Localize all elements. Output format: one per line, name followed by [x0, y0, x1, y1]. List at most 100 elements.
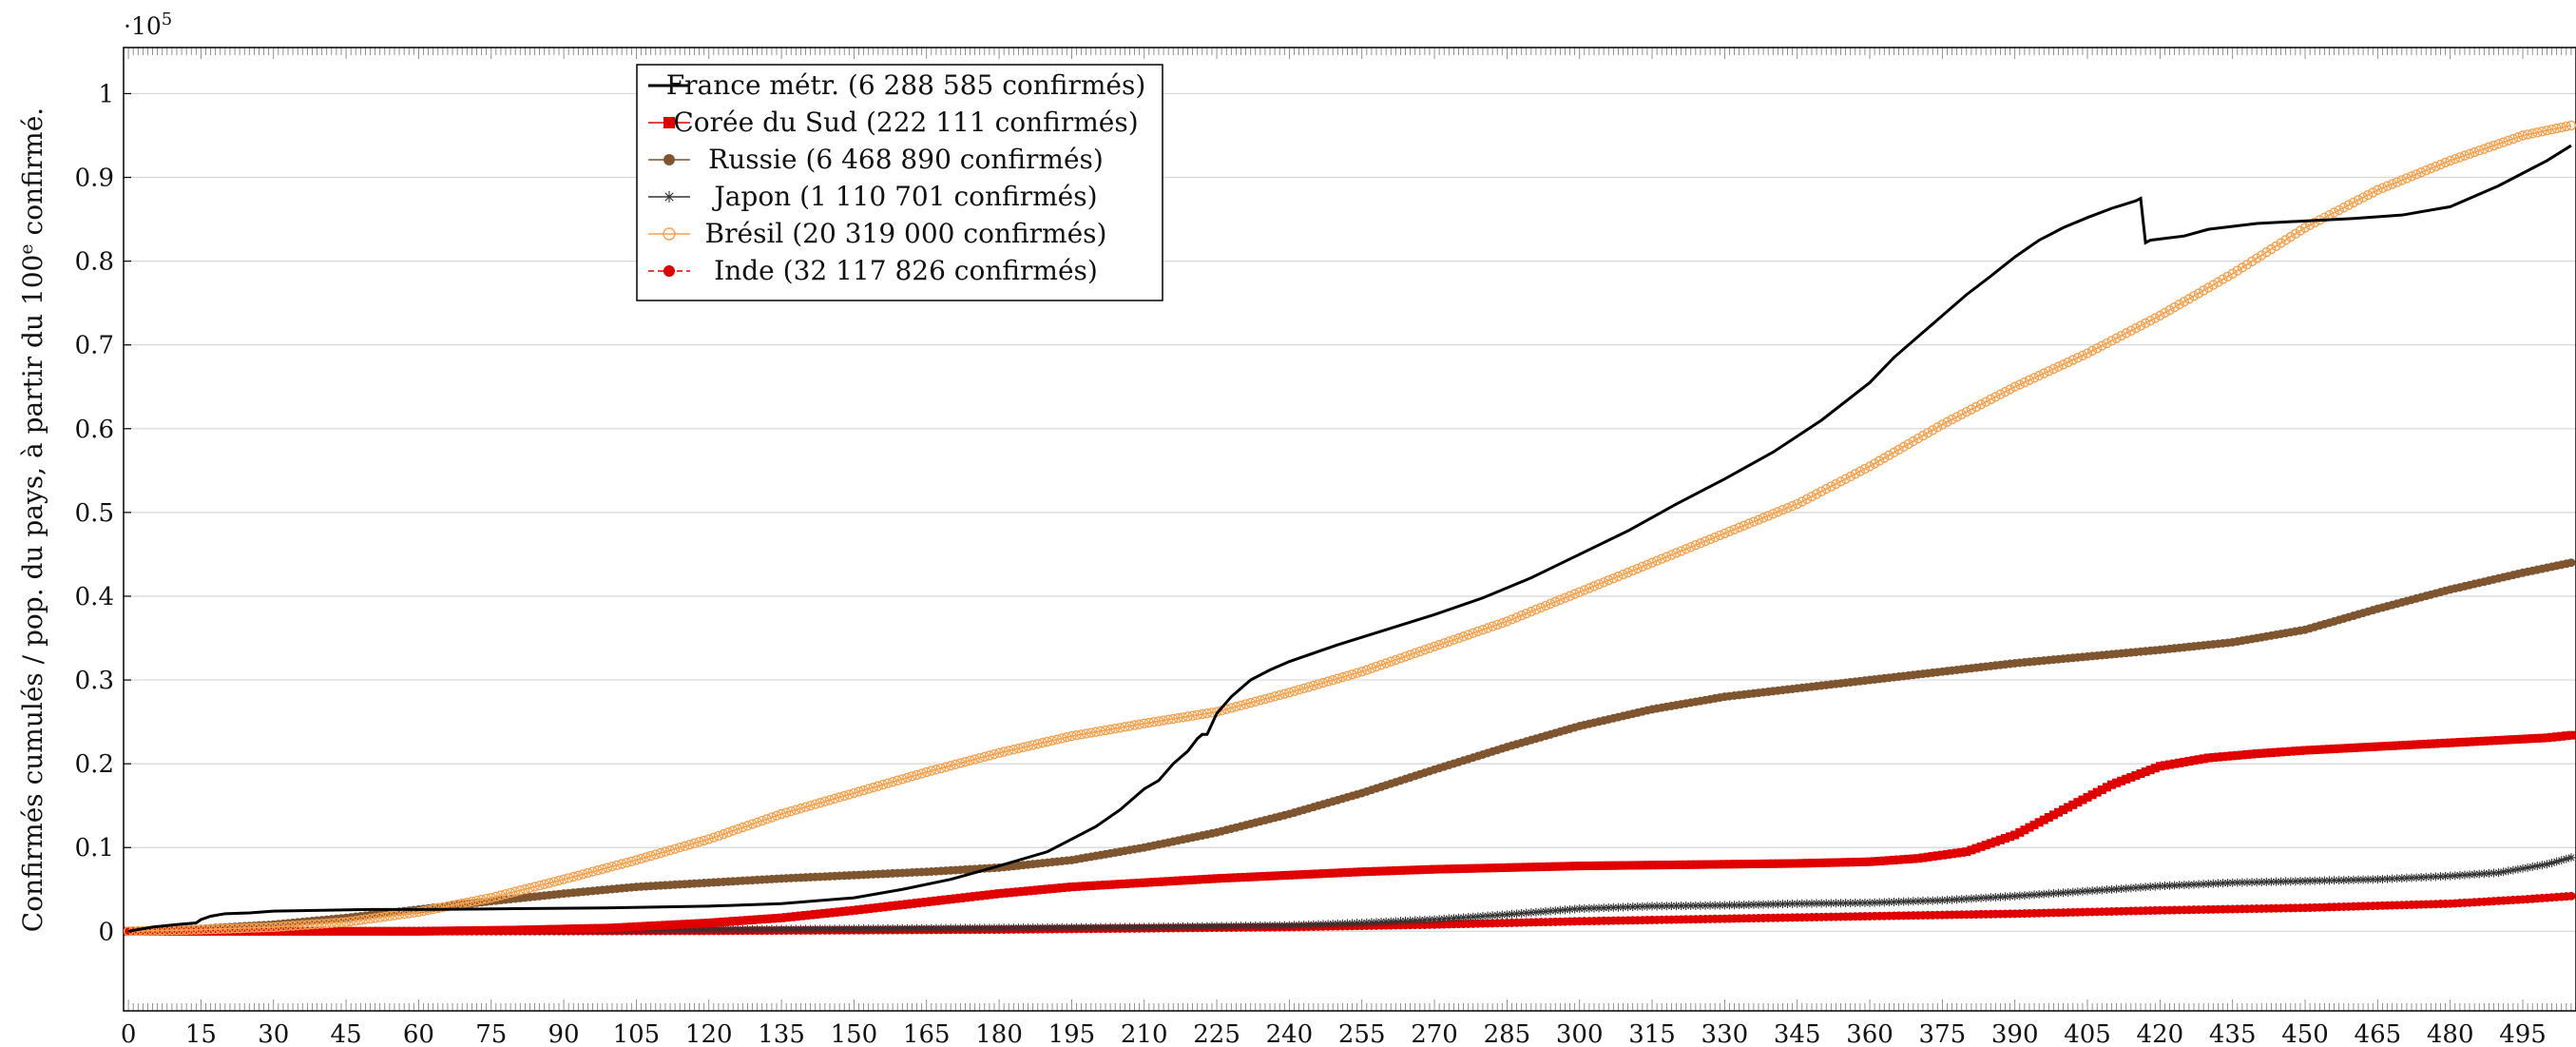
square-marker	[394, 926, 404, 936]
star-marker	[1608, 902, 1618, 912]
open-circle-marker	[2474, 145, 2485, 156]
open-circle-marker	[2445, 155, 2455, 166]
star-marker	[2165, 881, 2175, 890]
square-marker	[1821, 858, 1831, 867]
square-marker	[1401, 865, 1411, 875]
open-circle-marker	[660, 846, 671, 857]
square-marker	[1024, 886, 1033, 896]
square-marker	[360, 926, 370, 936]
square-marker	[1527, 863, 1536, 872]
star-marker	[2547, 858, 2557, 867]
star-marker	[1768, 900, 1778, 909]
square-marker	[438, 926, 448, 936]
open-circle-marker	[1565, 591, 1575, 601]
square-marker	[907, 899, 916, 908]
square-marker	[1851, 858, 1860, 867]
square-marker	[491, 925, 501, 935]
square-marker	[1580, 862, 1589, 871]
square-marker	[2054, 807, 2064, 817]
square-marker	[2373, 742, 2382, 751]
star-marker	[2078, 886, 2087, 896]
open-circle-marker	[2368, 187, 2378, 198]
open-circle-marker	[259, 922, 269, 933]
star-marker	[878, 923, 888, 933]
square-marker	[1105, 880, 1115, 889]
star-marker	[1091, 922, 1101, 932]
star-marker	[2044, 889, 2053, 899]
square-marker	[1797, 859, 1807, 868]
star-marker	[1406, 916, 1415, 925]
open-circle-marker	[201, 924, 211, 935]
open-circle-marker	[224, 923, 236, 934]
square-marker	[1497, 863, 1507, 872]
square-marker	[1517, 863, 1527, 872]
square-marker	[1469, 863, 1478, 873]
open-circle-marker	[931, 765, 942, 775]
open-circle-marker	[2208, 280, 2219, 290]
open-circle-marker	[1173, 712, 1183, 724]
open-circle-marker	[631, 855, 642, 865]
open-circle-marker	[2169, 301, 2180, 313]
square-marker	[1971, 843, 1981, 853]
square-marker	[2354, 743, 2363, 752]
open-circle-marker	[1720, 528, 1730, 539]
star-marker	[1763, 900, 1773, 909]
x-minor-ticks-bottom	[127, 999, 2572, 1011]
y-tick-label: 0.7	[75, 332, 114, 360]
open-circle-marker	[1047, 735, 1058, 746]
star-marker	[932, 923, 941, 933]
square-marker	[1033, 885, 1043, 895]
star-marker	[2180, 881, 2189, 890]
square-marker	[2562, 731, 2571, 741]
star-marker	[2097, 885, 2106, 895]
star-marker	[2155, 882, 2164, 891]
star-marker	[2494, 868, 2504, 878]
star-marker	[680, 925, 689, 935]
star-marker	[1052, 922, 1062, 932]
star-marker	[1309, 920, 1318, 929]
x-tick-label: 315	[1628, 1020, 1676, 1047]
square-marker	[2286, 746, 2296, 756]
star-marker	[1434, 915, 1444, 924]
open-circle-marker	[1604, 575, 1614, 586]
open-circle-marker	[611, 860, 623, 871]
square-marker	[816, 909, 825, 919]
open-circle-marker	[1773, 507, 1783, 517]
open-circle-marker	[1526, 606, 1537, 617]
square-marker	[487, 925, 496, 935]
open-circle-marker	[1018, 742, 1028, 753]
square-marker	[2484, 736, 2493, 746]
star-marker	[941, 923, 951, 933]
open-circle-marker	[655, 847, 666, 859]
open-circle-marker	[2329, 207, 2339, 218]
star-marker	[2557, 856, 2566, 865]
star-marker	[1990, 892, 2000, 902]
open-circle-marker	[1569, 589, 1580, 599]
open-circle-marker	[2193, 288, 2204, 299]
square-marker	[1807, 859, 1817, 868]
x-tick-label: 15	[185, 1020, 217, 1047]
star-marker	[893, 923, 902, 933]
star-marker	[2112, 884, 2122, 894]
star-marker	[1507, 909, 1516, 919]
square-marker	[1425, 864, 1434, 874]
square-marker	[2257, 748, 2266, 758]
square-marker	[2020, 825, 2029, 835]
open-circle-marker	[1303, 682, 1314, 692]
square-marker	[1130, 879, 1140, 888]
star-marker	[1560, 905, 1569, 915]
star-marker	[2242, 878, 2252, 887]
square-marker	[1986, 839, 1995, 848]
square-marker	[196, 926, 205, 936]
square-marker	[1120, 879, 1129, 888]
star-marker	[2528, 862, 2537, 871]
square-marker	[2407, 740, 2416, 749]
open-circle-marker	[1472, 626, 1484, 637]
open-circle-marker	[1201, 708, 1213, 719]
star-marker	[1289, 921, 1298, 930]
open-circle-marker	[602, 863, 613, 873]
square-marker	[399, 926, 409, 936]
open-circle-marker	[467, 896, 477, 907]
open-circle-marker	[1623, 567, 1633, 578]
open-circle-marker	[1821, 484, 1832, 494]
